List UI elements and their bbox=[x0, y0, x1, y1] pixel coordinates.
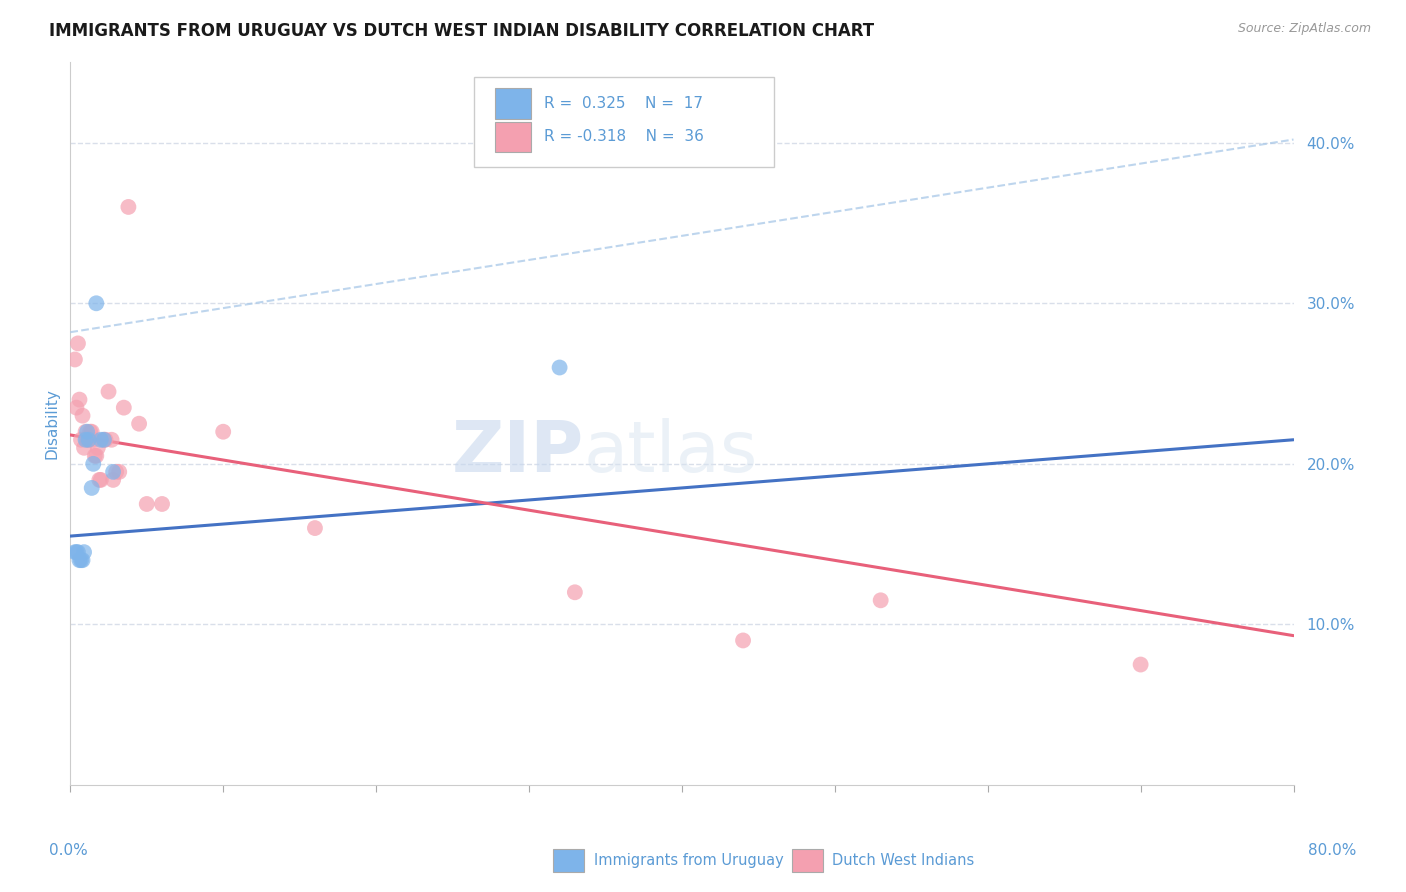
Text: IMMIGRANTS FROM URUGUAY VS DUTCH WEST INDIAN DISABILITY CORRELATION CHART: IMMIGRANTS FROM URUGUAY VS DUTCH WEST IN… bbox=[49, 22, 875, 40]
Text: R = -0.318    N =  36: R = -0.318 N = 36 bbox=[544, 129, 703, 145]
Point bbox=[63, 545, 86, 559]
Point bbox=[82, 433, 104, 447]
Point bbox=[77, 433, 100, 447]
Point bbox=[90, 473, 112, 487]
Point bbox=[101, 473, 124, 487]
Point bbox=[150, 497, 173, 511]
Point bbox=[75, 433, 97, 447]
Text: ZIP: ZIP bbox=[451, 418, 583, 487]
Point bbox=[63, 352, 86, 367]
Point bbox=[84, 296, 107, 310]
FancyBboxPatch shape bbox=[495, 88, 531, 119]
Point bbox=[733, 633, 755, 648]
Text: Source: ZipAtlas.com: Source: ZipAtlas.com bbox=[1237, 22, 1371, 36]
Point bbox=[869, 593, 891, 607]
Text: 0.0%: 0.0% bbox=[49, 843, 89, 858]
Point bbox=[66, 545, 89, 559]
Point bbox=[69, 553, 91, 567]
Point bbox=[117, 200, 139, 214]
Point bbox=[75, 425, 97, 439]
Point bbox=[72, 553, 94, 567]
Point bbox=[66, 336, 89, 351]
Point bbox=[69, 392, 91, 407]
Point bbox=[548, 360, 571, 375]
Point bbox=[112, 401, 135, 415]
Point bbox=[101, 465, 124, 479]
Text: Dutch West Indians: Dutch West Indians bbox=[832, 853, 974, 868]
Point bbox=[212, 425, 235, 439]
Point bbox=[1129, 657, 1152, 672]
Text: Immigrants from Uruguay: Immigrants from Uruguay bbox=[593, 853, 783, 868]
Point bbox=[80, 425, 103, 439]
Point bbox=[80, 481, 103, 495]
Point bbox=[73, 441, 96, 455]
Text: 80.0%: 80.0% bbox=[1309, 843, 1357, 858]
Point bbox=[84, 449, 107, 463]
Point bbox=[65, 401, 87, 415]
Point bbox=[76, 433, 98, 447]
Point bbox=[90, 433, 112, 447]
Point bbox=[304, 521, 326, 535]
Point bbox=[76, 425, 98, 439]
Point bbox=[70, 433, 93, 447]
Point bbox=[93, 433, 115, 447]
Point bbox=[105, 465, 128, 479]
Point bbox=[72, 409, 94, 423]
Point bbox=[87, 441, 110, 455]
Point bbox=[108, 465, 131, 479]
Point bbox=[100, 433, 122, 447]
FancyBboxPatch shape bbox=[474, 77, 773, 167]
Point bbox=[89, 473, 111, 487]
Point bbox=[77, 433, 100, 447]
Point bbox=[73, 545, 96, 559]
Point bbox=[65, 545, 87, 559]
Point bbox=[135, 497, 157, 511]
Point bbox=[83, 449, 105, 463]
Point bbox=[79, 425, 101, 439]
FancyBboxPatch shape bbox=[495, 121, 531, 152]
Text: atlas: atlas bbox=[583, 418, 758, 487]
Point bbox=[128, 417, 150, 431]
Point bbox=[93, 433, 115, 447]
Point bbox=[564, 585, 586, 599]
Y-axis label: Disability: Disability bbox=[44, 388, 59, 459]
Text: R =  0.325    N =  17: R = 0.325 N = 17 bbox=[544, 96, 703, 112]
Point bbox=[97, 384, 120, 399]
Point bbox=[82, 457, 104, 471]
FancyBboxPatch shape bbox=[554, 848, 583, 871]
Point bbox=[94, 433, 117, 447]
FancyBboxPatch shape bbox=[792, 848, 823, 871]
Point bbox=[70, 553, 93, 567]
